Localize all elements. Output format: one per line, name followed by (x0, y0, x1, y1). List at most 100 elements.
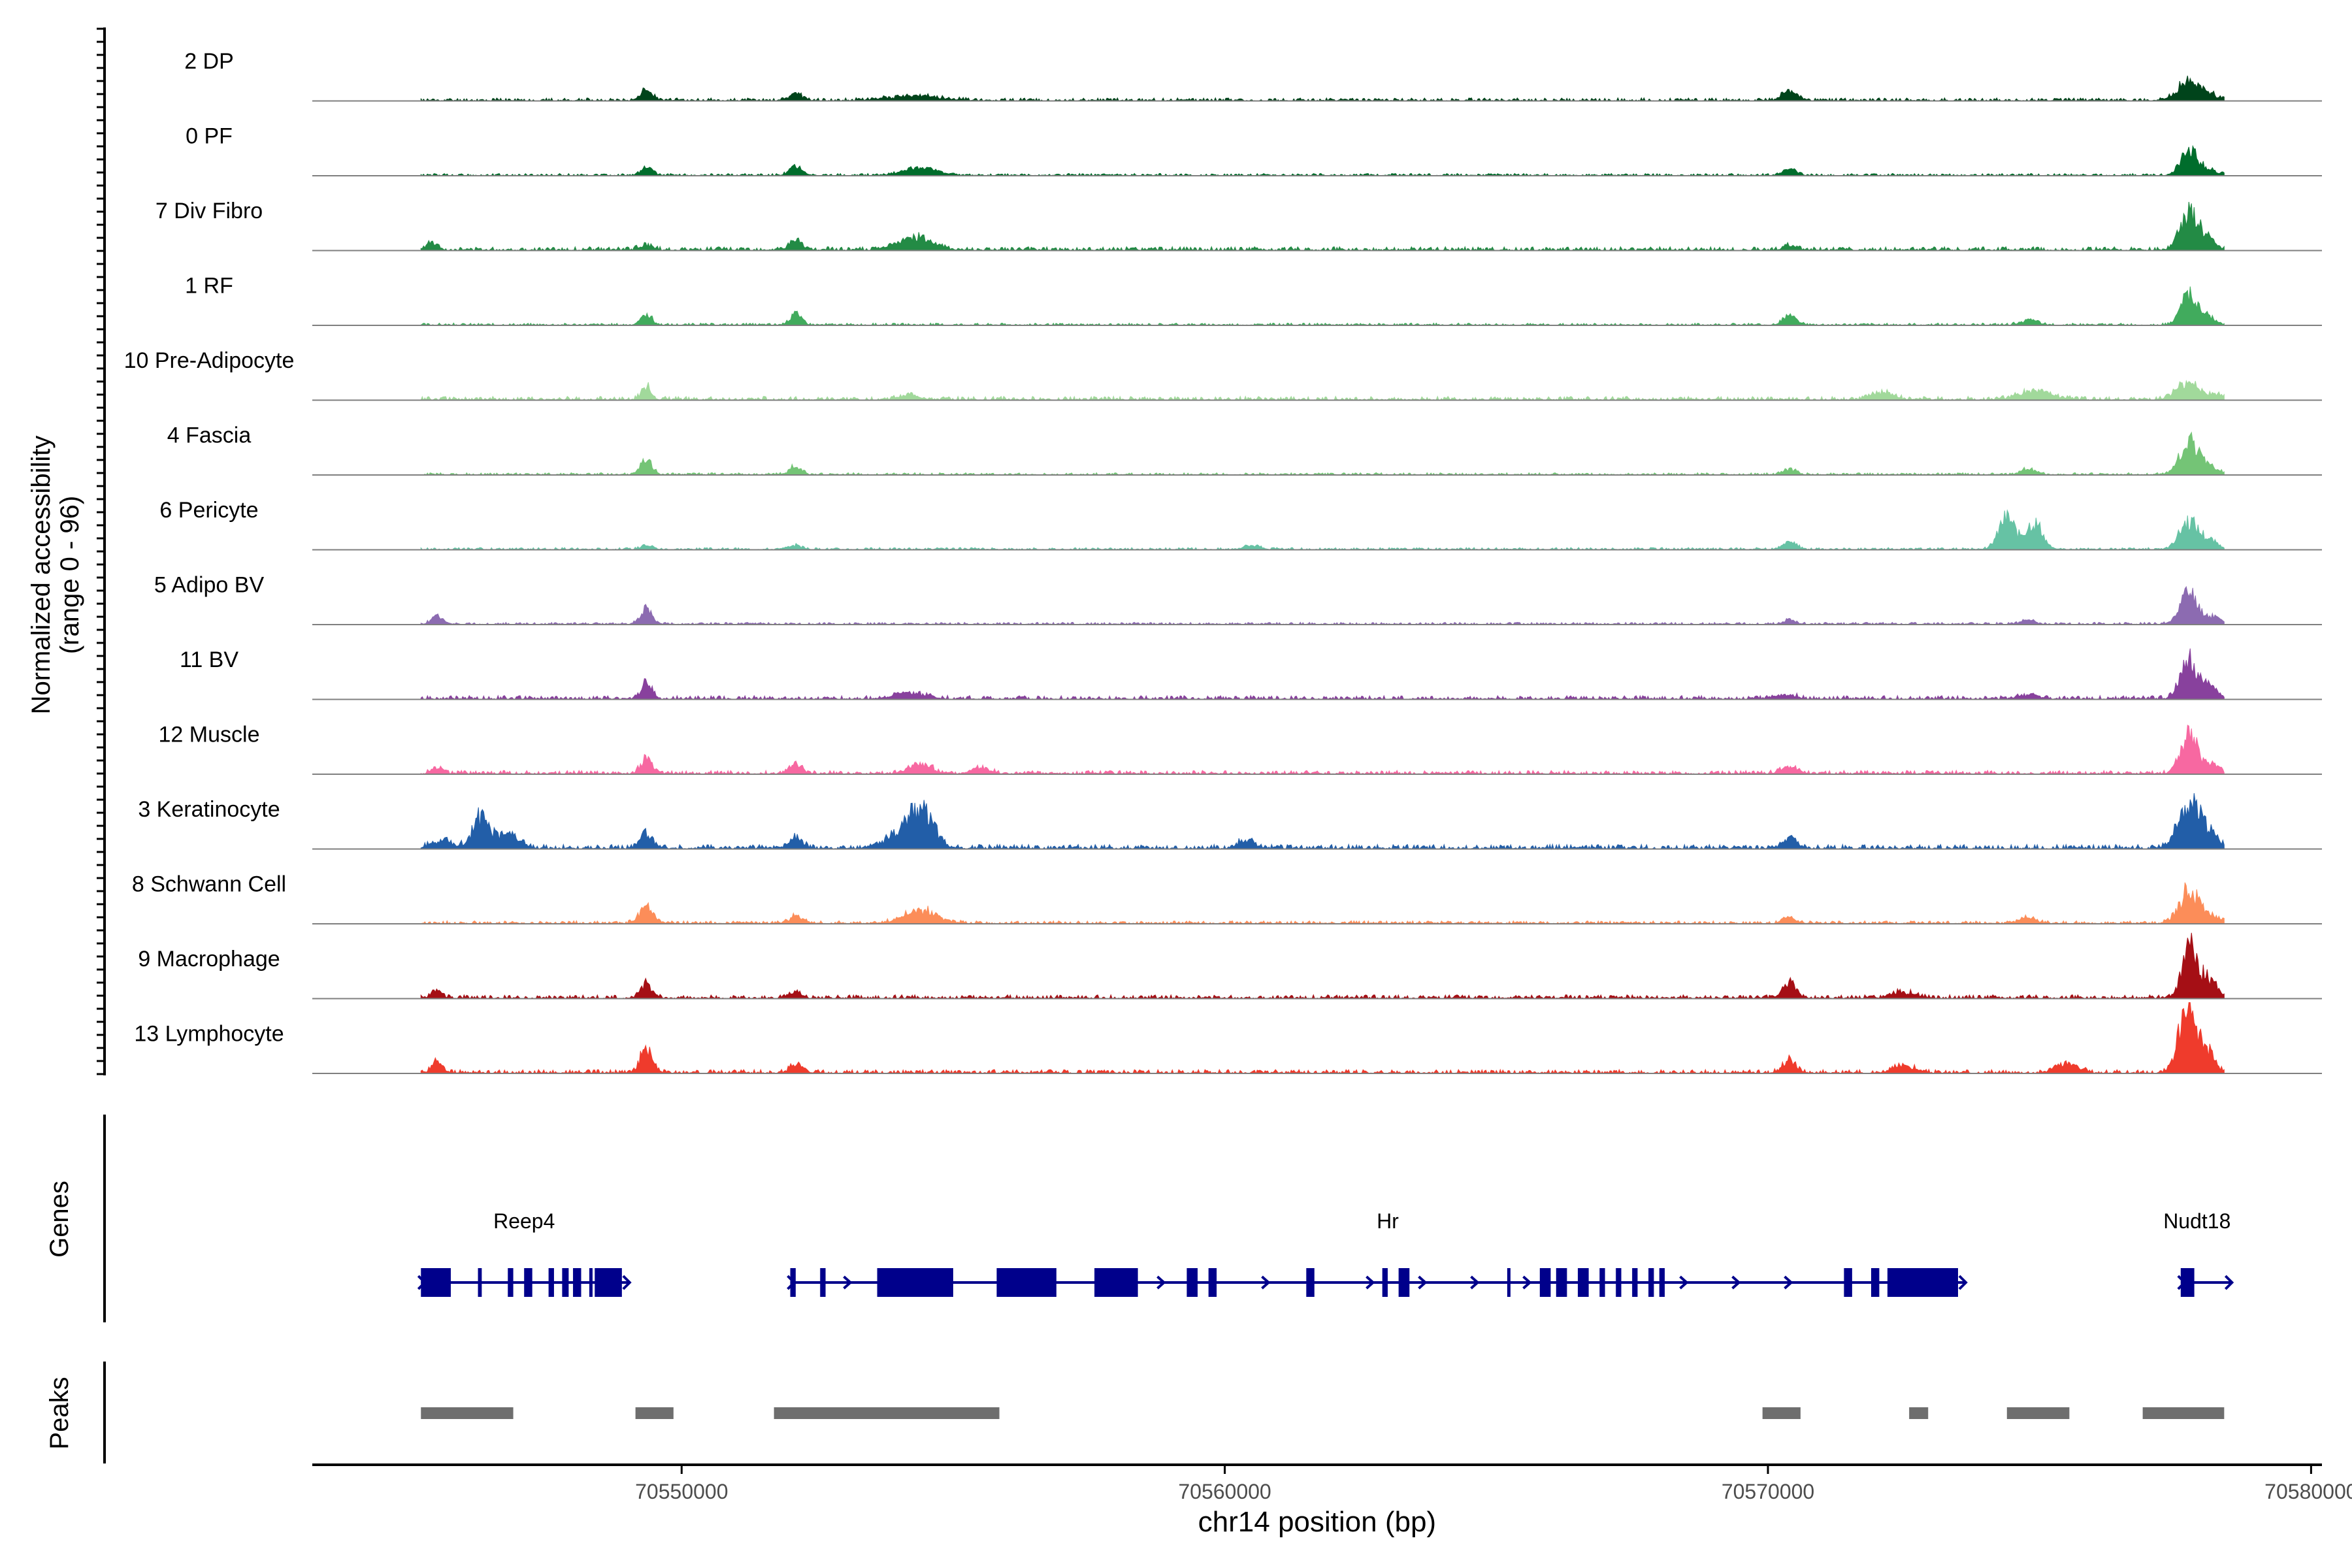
gene-label: Hr (1377, 1209, 1399, 1233)
gene-exon (421, 1268, 451, 1297)
gene-exon (595, 1268, 622, 1297)
x-tick-label: 70550000 (635, 1480, 728, 1503)
strand-arrow (1522, 1275, 1532, 1290)
gene-exon (1556, 1268, 1567, 1297)
peak-region (1909, 1407, 1929, 1419)
gene-exon (1539, 1268, 1551, 1297)
x-tick-label: 70580000 (2264, 1480, 2352, 1503)
track-label: 6 Pericyte (159, 498, 258, 523)
gene-exon (1507, 1268, 1511, 1297)
track-label: 4 Fascia (167, 423, 252, 448)
gene-exon (589, 1268, 593, 1297)
track-signal (420, 648, 2225, 700)
track-label: 12 Muscle (159, 723, 260, 747)
track-label: 0 PF (186, 124, 233, 149)
peaks-label: Peaks (45, 1377, 74, 1449)
track-signal (420, 509, 2225, 551)
track-label: 7 Div Fibro (155, 199, 263, 223)
gene-exon (548, 1268, 554, 1297)
track-signal (420, 725, 2225, 776)
y-axis-label: Normalized accessibility (range 0 - 96) (27, 436, 84, 715)
gene-exon (1648, 1268, 1654, 1297)
peak-region (774, 1407, 1000, 1419)
track-13-lymphocyte: 13 Lymphocyte (134, 1002, 2322, 1075)
track-label: 5 Adipo BV (154, 573, 265, 598)
gene-hr: Hr (787, 1209, 1968, 1297)
track-0-pf: 0 PF (186, 124, 2322, 176)
x-tick-label: 70570000 (1722, 1480, 1814, 1503)
track-signal (420, 286, 2225, 326)
gene-exon (1632, 1268, 1638, 1297)
track-signal (420, 585, 2225, 625)
y-axis (97, 27, 106, 1075)
gene-exon (2180, 1268, 2195, 1297)
gene-nudt18: Nudt18 (2163, 1209, 2234, 1297)
gene-exon (820, 1268, 826, 1297)
gene-exon (1186, 1268, 1198, 1297)
track-signal (420, 932, 2225, 1000)
gene-exon (996, 1268, 1056, 1297)
track-signal (420, 202, 2225, 252)
gene-exon (1398, 1268, 1410, 1297)
strand-arrow (1156, 1275, 1166, 1290)
gene-exon (1887, 1268, 1958, 1297)
strand-arrow (2224, 1275, 2234, 1290)
track-1-rf: 1 RF (185, 274, 2322, 326)
track-label: 11 BV (180, 647, 238, 672)
gene-exon (1208, 1268, 1217, 1297)
gene-exon (1616, 1268, 1622, 1297)
track-signal (421, 431, 2225, 476)
peak-region (2006, 1407, 2070, 1419)
gene-exon (1844, 1268, 1852, 1297)
gene-reep4: Reep4 (417, 1209, 632, 1297)
gene-exon (1659, 1268, 1665, 1297)
track-6-pericyte: 6 Pericyte (159, 498, 2322, 551)
track-signal (420, 144, 2225, 176)
track-2-dp: 2 DP (184, 49, 2322, 102)
strand-arrow (1261, 1275, 1271, 1290)
track-signal (420, 75, 2225, 102)
gene-exon (877, 1268, 953, 1297)
strand-arrow (1365, 1275, 1375, 1290)
peak-track (421, 1407, 2225, 1419)
gene-track: Reep4 Hr Nudt18 (417, 1209, 2234, 1297)
track-label: 1 RF (185, 274, 233, 299)
track-7-div-fibro: 7 Div Fibro (155, 199, 2322, 252)
gene-label: Nudt18 (2163, 1209, 2230, 1233)
accessibility-tracks: 2 DP 0 PF 7 Div Fibro 1 RF 10 Pre-Adipocyte 4… (124, 49, 2322, 1075)
gene-exon (1306, 1268, 1315, 1297)
gene-exon (1094, 1268, 1138, 1297)
track-10-pre-adipocyte: 10 Pre-Adipocyte (124, 348, 2322, 402)
genes-label: Genes (45, 1181, 74, 1258)
x-axis: 70550000 70560000 70570000 70580000 (312, 1463, 2352, 1503)
gene-exon (1870, 1268, 1880, 1297)
strand-arrow (843, 1275, 853, 1290)
track-label: 10 Pre-Adipocyte (124, 348, 295, 373)
strand-arrow (1470, 1275, 1480, 1290)
track-signal (420, 1002, 2225, 1075)
strand-arrow (1958, 1275, 1968, 1290)
track-12-muscle: 12 Muscle (159, 723, 2322, 776)
track-signal (420, 792, 2225, 851)
strand-arrow (622, 1275, 632, 1290)
track-signal (421, 882, 2225, 925)
track-label: 13 Lymphocyte (134, 1022, 284, 1047)
gene-exon (1578, 1268, 1589, 1297)
strand-arrow (1679, 1275, 1689, 1290)
gene-exon (524, 1268, 532, 1297)
track-4-fascia: 4 Fascia (167, 423, 2322, 476)
gene-exon (1382, 1268, 1388, 1297)
gene-label: Reep4 (493, 1209, 555, 1233)
track-3-keratinocyte: 3 Keratinocyte (138, 792, 2322, 851)
peak-region (2142, 1407, 2225, 1419)
track-label: 3 Keratinocyte (138, 797, 280, 822)
peak-region (1762, 1407, 1801, 1419)
track-label: 2 DP (184, 49, 234, 74)
strand-arrow (1784, 1275, 1793, 1290)
y-axis-label-line2: (range 0 - 96) (56, 496, 84, 654)
x-tick-label: 70560000 (1178, 1480, 1271, 1503)
strand-arrow (1731, 1275, 1741, 1290)
peak-region (421, 1407, 514, 1419)
gene-exon (790, 1268, 796, 1297)
